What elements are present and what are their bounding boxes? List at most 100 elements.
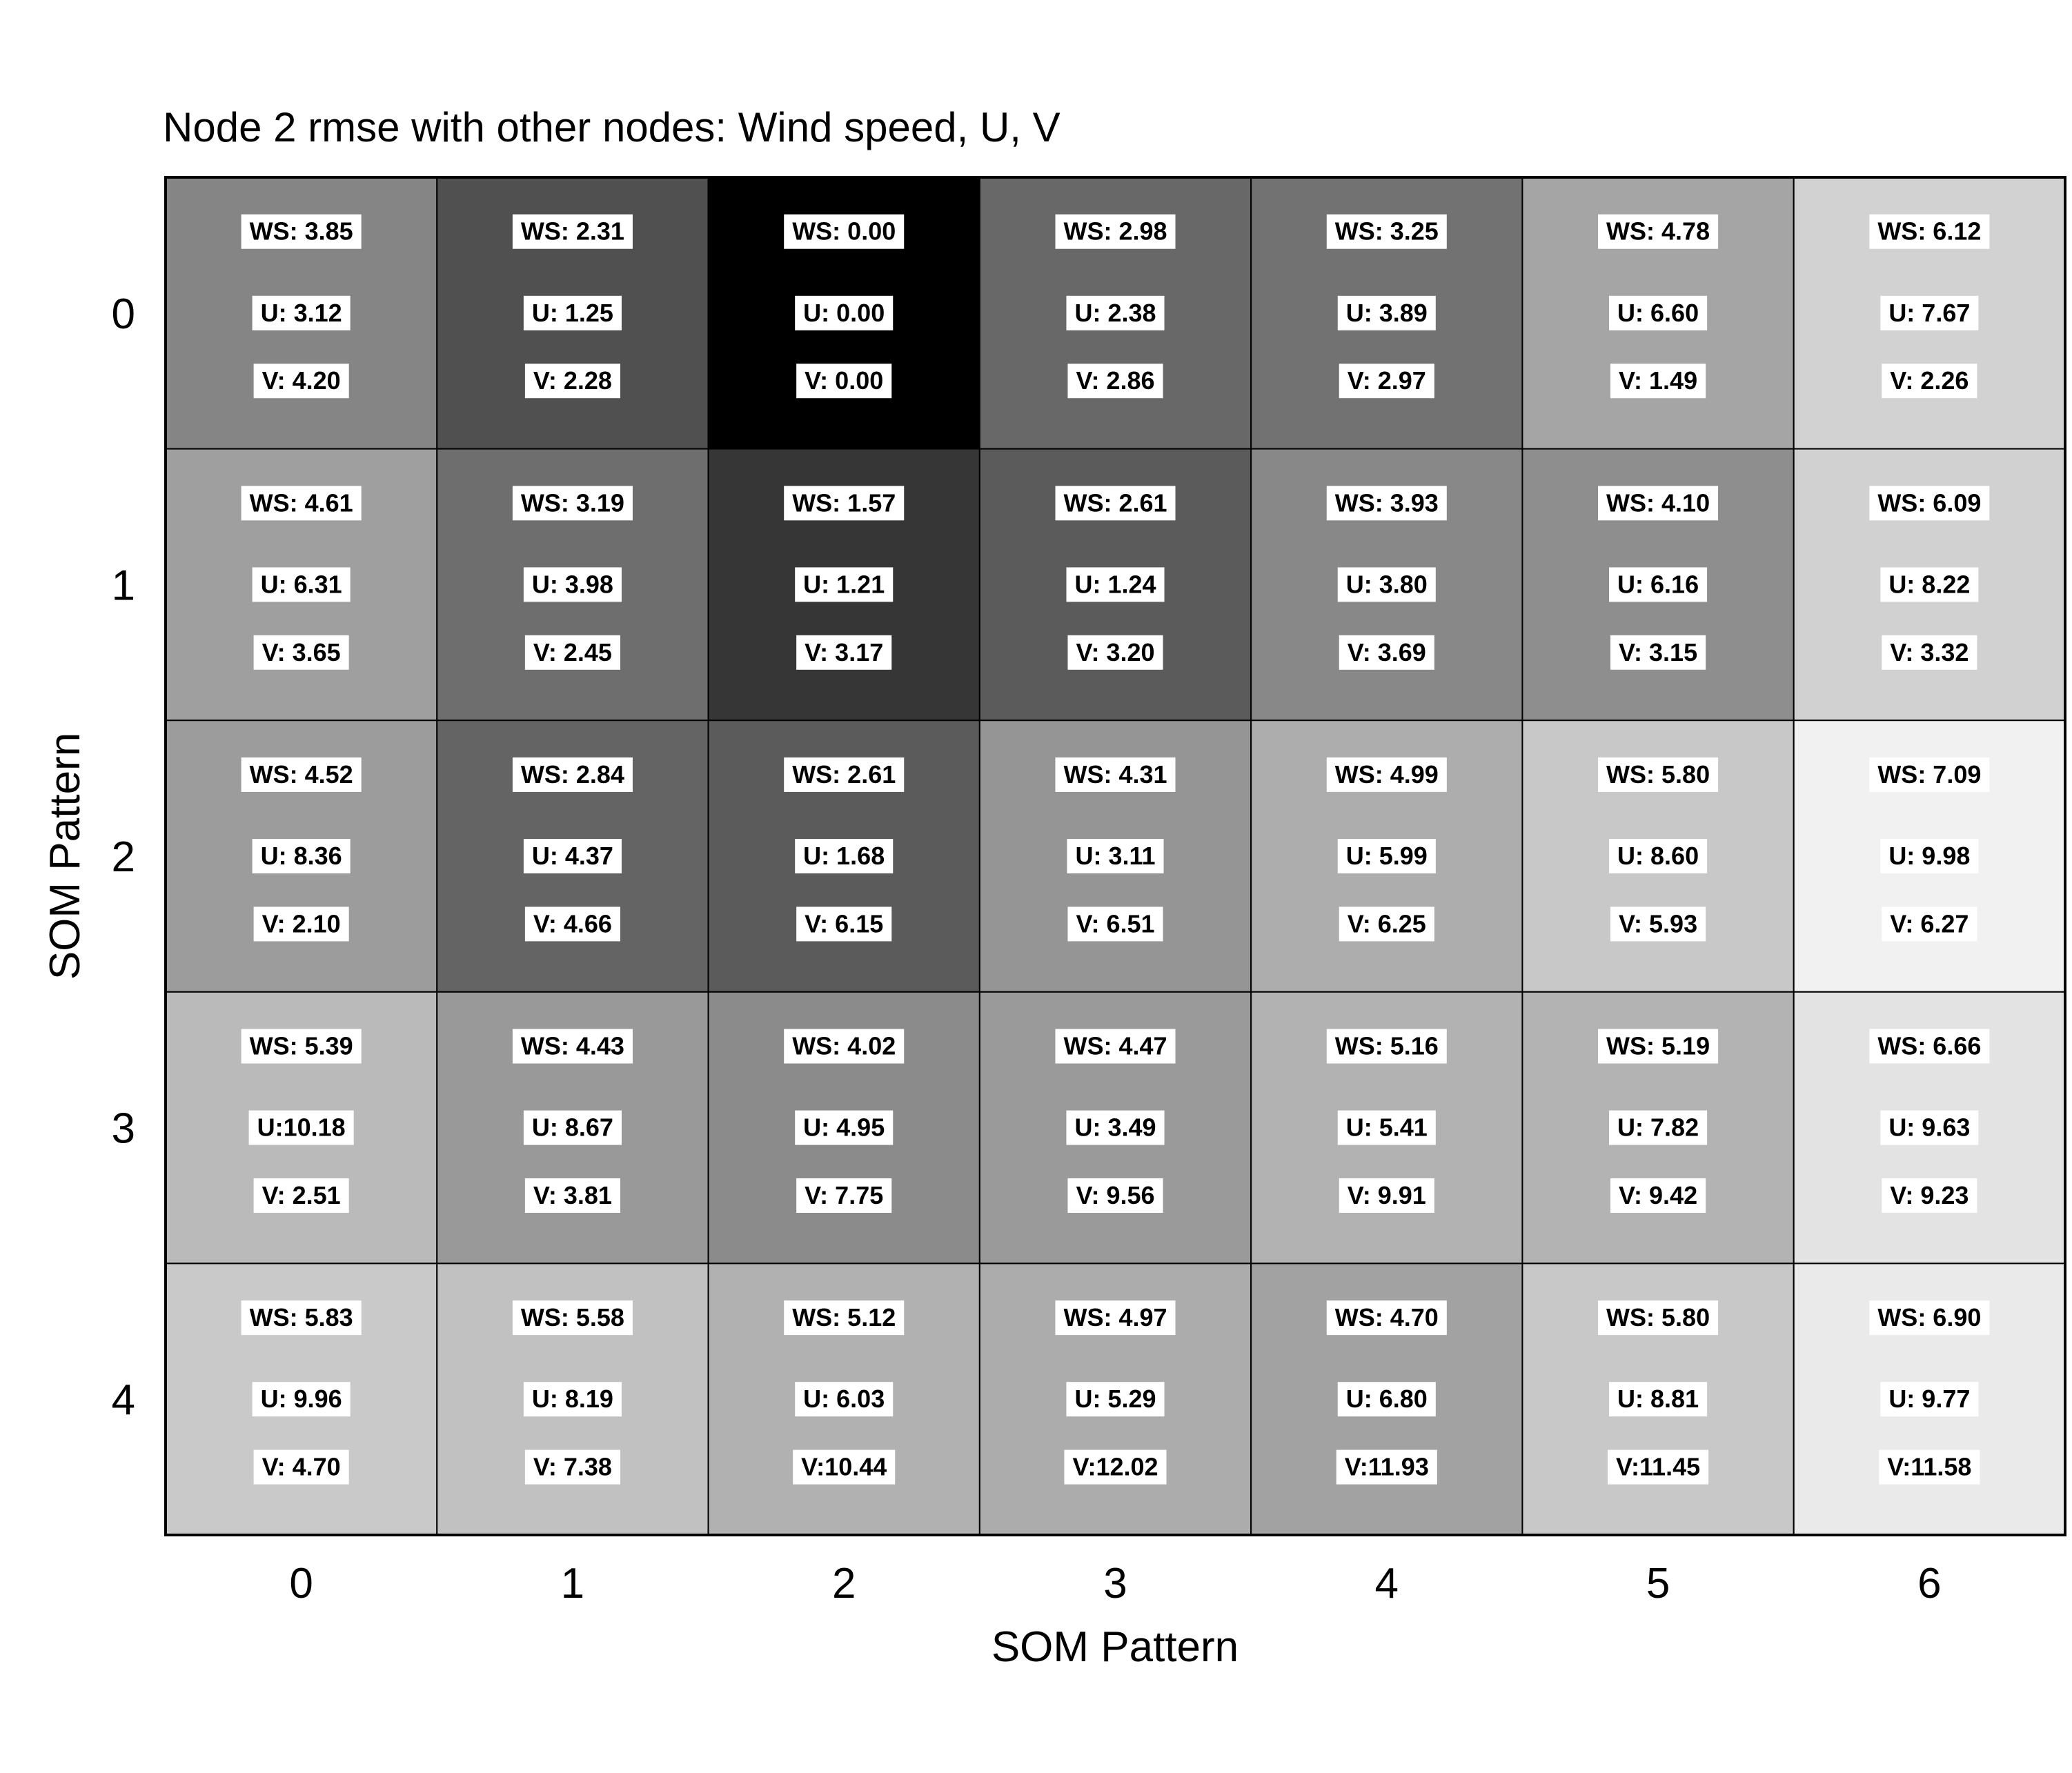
v-value-label-box: V: 6.25 <box>1339 907 1434 942</box>
heatmap-cell-2-1: WS: 2.84 U: 4.37 V: 4.66 <box>436 720 709 993</box>
v-value-label-box: V: 3.20 <box>1067 635 1163 670</box>
ws-value-label: WS: 4.78 <box>1606 217 1710 246</box>
u-value-label: U: 9.77 <box>1888 1385 1970 1413</box>
heatmap-cell-1-3: WS: 2.61 U: 1.24 V: 3.20 <box>978 448 1252 722</box>
u-value-label-box: U: 6.31 <box>252 567 351 602</box>
ws-value-label: WS: 4.97 <box>1063 1303 1167 1331</box>
v-value-label-background <box>1336 1449 1437 1485</box>
v-value-label: V: 3.32 <box>1890 638 1969 666</box>
u-value-label-background <box>1609 839 1708 873</box>
u-value-label-box: U: 6.80 <box>1337 1382 1436 1417</box>
u-value-label-box: U: 9.96 <box>252 1382 351 1417</box>
ws-value-label-background <box>1869 214 1990 249</box>
ws-value-label: WS: 6.90 <box>1877 1303 1981 1331</box>
u-value-label-box: U: 9.63 <box>1880 1110 1979 1145</box>
ws-value-label: WS: 6.66 <box>1877 1032 1981 1060</box>
u-value-label-background <box>1880 567 1979 602</box>
v-value-label: V: 2.28 <box>533 366 612 395</box>
ws-value-label: WS: 3.25 <box>1335 217 1439 246</box>
v-value-label-background <box>1882 635 1977 670</box>
u-value-label-box: U: 7.82 <box>1609 1110 1708 1145</box>
u-value-label: U: 9.63 <box>1888 1113 1970 1142</box>
u-value-label: U: 7.82 <box>1617 1113 1699 1142</box>
ws-value-label-box: WS: 4.52 <box>241 757 362 792</box>
v-value-label-box: V: 4.20 <box>253 364 349 399</box>
heatmap-cell-4-3: WS: 4.97 U: 5.29 V:12.02 <box>978 1262 1252 1536</box>
ws-value-label-background <box>1055 1029 1176 1064</box>
ws-value-label-background <box>784 1029 905 1064</box>
x-axis-ticks: 0 1 2 3 4 5 6 <box>289 1560 1941 1607</box>
ws-value-label-background <box>1055 757 1176 792</box>
v-value-label-background <box>1608 1449 1709 1485</box>
u-value-label: U: 3.98 <box>532 570 613 598</box>
ws-value-label: WS: 4.31 <box>1063 760 1167 789</box>
x-tick-label-5: 5 <box>1646 1560 1670 1607</box>
ws-value-label: WS: 4.52 <box>250 760 353 789</box>
u-value-label-background <box>1609 567 1708 602</box>
v-value-label: V: 9.91 <box>1348 1181 1426 1209</box>
ws-value-label-box: WS: 4.61 <box>241 486 362 521</box>
v-value-label-background <box>524 635 620 670</box>
v-value-label-background <box>1067 635 1163 670</box>
v-value-label-box: V: 2.97 <box>1339 364 1434 399</box>
v-value-label-box: V: 4.66 <box>524 907 620 942</box>
x-tick-label-3: 3 <box>1103 1560 1127 1607</box>
ws-value-label-background <box>1869 486 1990 521</box>
heatmap-cell-1-2: WS: 1.57 U: 1.21 V: 3.17 <box>707 448 980 722</box>
ws-value-label-box: WS: 4.02 <box>784 1029 905 1064</box>
u-value-label-box: U: 8.19 <box>523 1382 622 1417</box>
ws-value-label: WS: 5.80 <box>1606 760 1710 789</box>
v-value-label: V:12.02 <box>1072 1453 1158 1481</box>
u-value-label-box: U: 8.67 <box>523 1110 622 1145</box>
y-tick-label-1: 1 <box>112 562 135 609</box>
heatmap-cell-0-6: WS: 6.12 U: 7.67 V: 2.26 <box>1793 177 2066 450</box>
v-value-label-background <box>1882 907 1977 942</box>
ws-value-label: WS: 2.98 <box>1063 217 1167 246</box>
ws-value-label-box: WS: 6.12 <box>1869 214 1990 249</box>
u-value-label: U: 9.96 <box>261 1385 342 1413</box>
v-value-label-background <box>1610 1178 1706 1213</box>
ws-value-label-box: WS: 5.19 <box>1598 1029 1719 1064</box>
v-value-label: V: 4.66 <box>533 909 612 938</box>
heatmap-cell-1-4: WS: 3.93 U: 3.80 V: 3.69 <box>1250 448 1523 722</box>
v-value-label: V: 4.70 <box>262 1453 341 1481</box>
ws-value-label: WS: 4.47 <box>1063 1032 1167 1060</box>
u-value-label-box: U: 5.29 <box>1066 1382 1165 1417</box>
ws-value-label-background <box>1326 486 1447 521</box>
ws-value-label-background <box>1598 1300 1719 1336</box>
ws-value-label-box: WS: 4.99 <box>1326 757 1447 792</box>
ws-value-label-box: WS: 2.98 <box>1055 214 1176 249</box>
v-value-label: V:11.58 <box>1887 1453 1971 1481</box>
u-value-label: U: 6.31 <box>261 570 342 598</box>
ws-value-label-background <box>1598 486 1719 521</box>
v-value-label-background <box>796 364 892 399</box>
u-value-label: U: 6.80 <box>1346 1385 1428 1413</box>
ws-value-label-box: WS: 5.80 <box>1598 757 1719 792</box>
heatmap-cell-0-3: WS: 2.98 U: 2.38 V: 2.86 <box>978 177 1252 450</box>
v-value-label-background <box>1882 364 1977 399</box>
x-tick-label-2: 2 <box>832 1560 856 1607</box>
heatmap-cell-2-4: WS: 4.99 U: 5.99 V: 6.25 <box>1250 720 1523 993</box>
heatmap-cell-3-1: WS: 4.43 U: 8.67 V: 3.81 <box>436 991 709 1265</box>
u-value-label-box: U: 1.68 <box>795 839 894 873</box>
v-value-label-box: V: 3.17 <box>796 635 892 670</box>
v-value-label-box: V: 3.65 <box>253 635 349 670</box>
u-value-label: U: 1.68 <box>803 842 885 870</box>
u-value-label-box: U: 4.95 <box>795 1110 894 1145</box>
v-value-label-background <box>1339 1178 1434 1213</box>
u-value-label-box: U: 3.49 <box>1066 1110 1165 1145</box>
v-value-label: V: 9.23 <box>1890 1181 1969 1209</box>
heatmap-cell-3-2: WS: 4.02 U: 4.95 V: 7.75 <box>707 991 980 1265</box>
ws-value-label-background <box>1598 214 1719 249</box>
ws-value-label-box: WS: 5.16 <box>1326 1029 1447 1064</box>
v-value-label-background <box>1339 364 1434 399</box>
heatmap-cell-1-6: WS: 6.09 U: 8.22 V: 3.32 <box>1793 448 2066 722</box>
v-value-label-box: V:11.58 <box>1879 1449 1980 1485</box>
v-value-label: V: 2.10 <box>262 909 341 938</box>
u-value-label-background <box>252 567 351 602</box>
u-value-label: U: 1.25 <box>532 299 613 327</box>
v-value-label: V: 2.51 <box>262 1181 341 1209</box>
u-value-label: U:10.18 <box>257 1113 346 1142</box>
ws-value-label-background <box>512 486 633 521</box>
v-value-label-background <box>1882 1178 1977 1213</box>
